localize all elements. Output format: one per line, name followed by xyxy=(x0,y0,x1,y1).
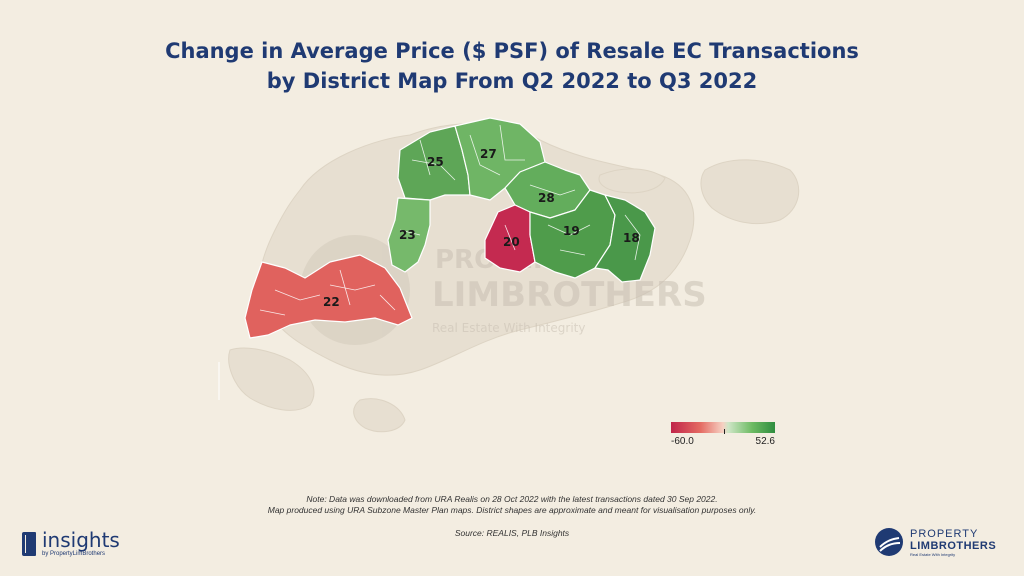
color-legend: -60.0 52.6 xyxy=(671,422,775,447)
subzone-line xyxy=(419,139,431,176)
district-label-27: 27 xyxy=(480,147,497,161)
subzone-line xyxy=(529,184,576,196)
plb-wordmark-line-1: PROPERTY xyxy=(910,527,979,540)
subzone-line xyxy=(399,229,421,236)
book-icon xyxy=(22,531,36,556)
subzone-line xyxy=(469,134,501,176)
title-line-1: Change in Average Price ($ PSF) of Resal… xyxy=(165,39,859,63)
footnote-line-2: Map produced using URA Subzone Master Pl… xyxy=(267,505,757,515)
insights-byline: by PropertyLimBrothers xyxy=(42,551,106,557)
plb-tagline: Real Estate With Integrity xyxy=(910,551,956,557)
insights-logo: insights by PropertyLimBrothers xyxy=(22,530,120,557)
legend-zero-tick xyxy=(724,429,725,434)
district-22 xyxy=(244,254,413,339)
subzone-line xyxy=(411,159,456,181)
subzone-line xyxy=(274,289,321,301)
title-line-2: by District Map From Q2 2022 to Q3 2022 xyxy=(266,69,758,93)
footnote: Note: Data was downloaded from URA Reali… xyxy=(0,494,1024,516)
footnote-line-1: Note: Data was downloaded from URA Reali… xyxy=(306,494,718,504)
subzone-line xyxy=(259,309,286,316)
chart-title: Change in Average Price ($ PSF) of Resal… xyxy=(0,36,1024,96)
district-label-20: 20 xyxy=(503,235,520,249)
source-note: Source: REALIS, PLB Insights xyxy=(454,528,570,538)
district-label-22: 22 xyxy=(323,295,340,309)
district-label-18: 18 xyxy=(623,231,640,245)
watermark-line-3: Real Estate With Integrity xyxy=(432,321,585,335)
legend-max-label: 52.6 xyxy=(755,436,775,447)
subzone-line xyxy=(624,214,641,261)
subzone-line xyxy=(379,294,396,311)
pulau-ubin xyxy=(598,168,666,194)
district-label-25: 25 xyxy=(427,155,444,169)
legend-gradient-bar xyxy=(671,422,775,433)
district-label-28: 28 xyxy=(538,191,555,205)
district-18 xyxy=(594,194,656,283)
legend-labels: -60.0 52.6 xyxy=(671,436,775,447)
subzone-line xyxy=(547,224,591,236)
district-23 xyxy=(387,197,431,273)
plb-logo: PROPERTY LIMBROTHERS Real Estate With In… xyxy=(874,527,996,557)
plb-wordmark-line-2: LIMBROTHERS xyxy=(910,539,997,552)
district-polygons xyxy=(244,117,656,339)
subzone-line xyxy=(499,124,525,161)
insights-wordmark: insights xyxy=(42,528,120,552)
district-labels: 25 27 28 23 20 19 18 22 xyxy=(323,147,640,309)
plb-emblem-icon xyxy=(875,528,903,556)
district-label-23: 23 xyxy=(399,228,416,242)
south-islands xyxy=(353,398,406,433)
subzone-line xyxy=(329,284,376,291)
pulau-tekong xyxy=(700,159,800,225)
subzone-line xyxy=(339,269,351,306)
legend-min-label: -60.0 xyxy=(671,436,694,447)
subzone-line xyxy=(504,224,516,251)
watermark-line-2: LIMBROTHERS xyxy=(432,275,707,315)
district-label-19: 19 xyxy=(563,224,580,238)
subzone-line xyxy=(559,249,586,256)
west-islands xyxy=(228,347,315,411)
subzone-lines xyxy=(259,124,641,316)
